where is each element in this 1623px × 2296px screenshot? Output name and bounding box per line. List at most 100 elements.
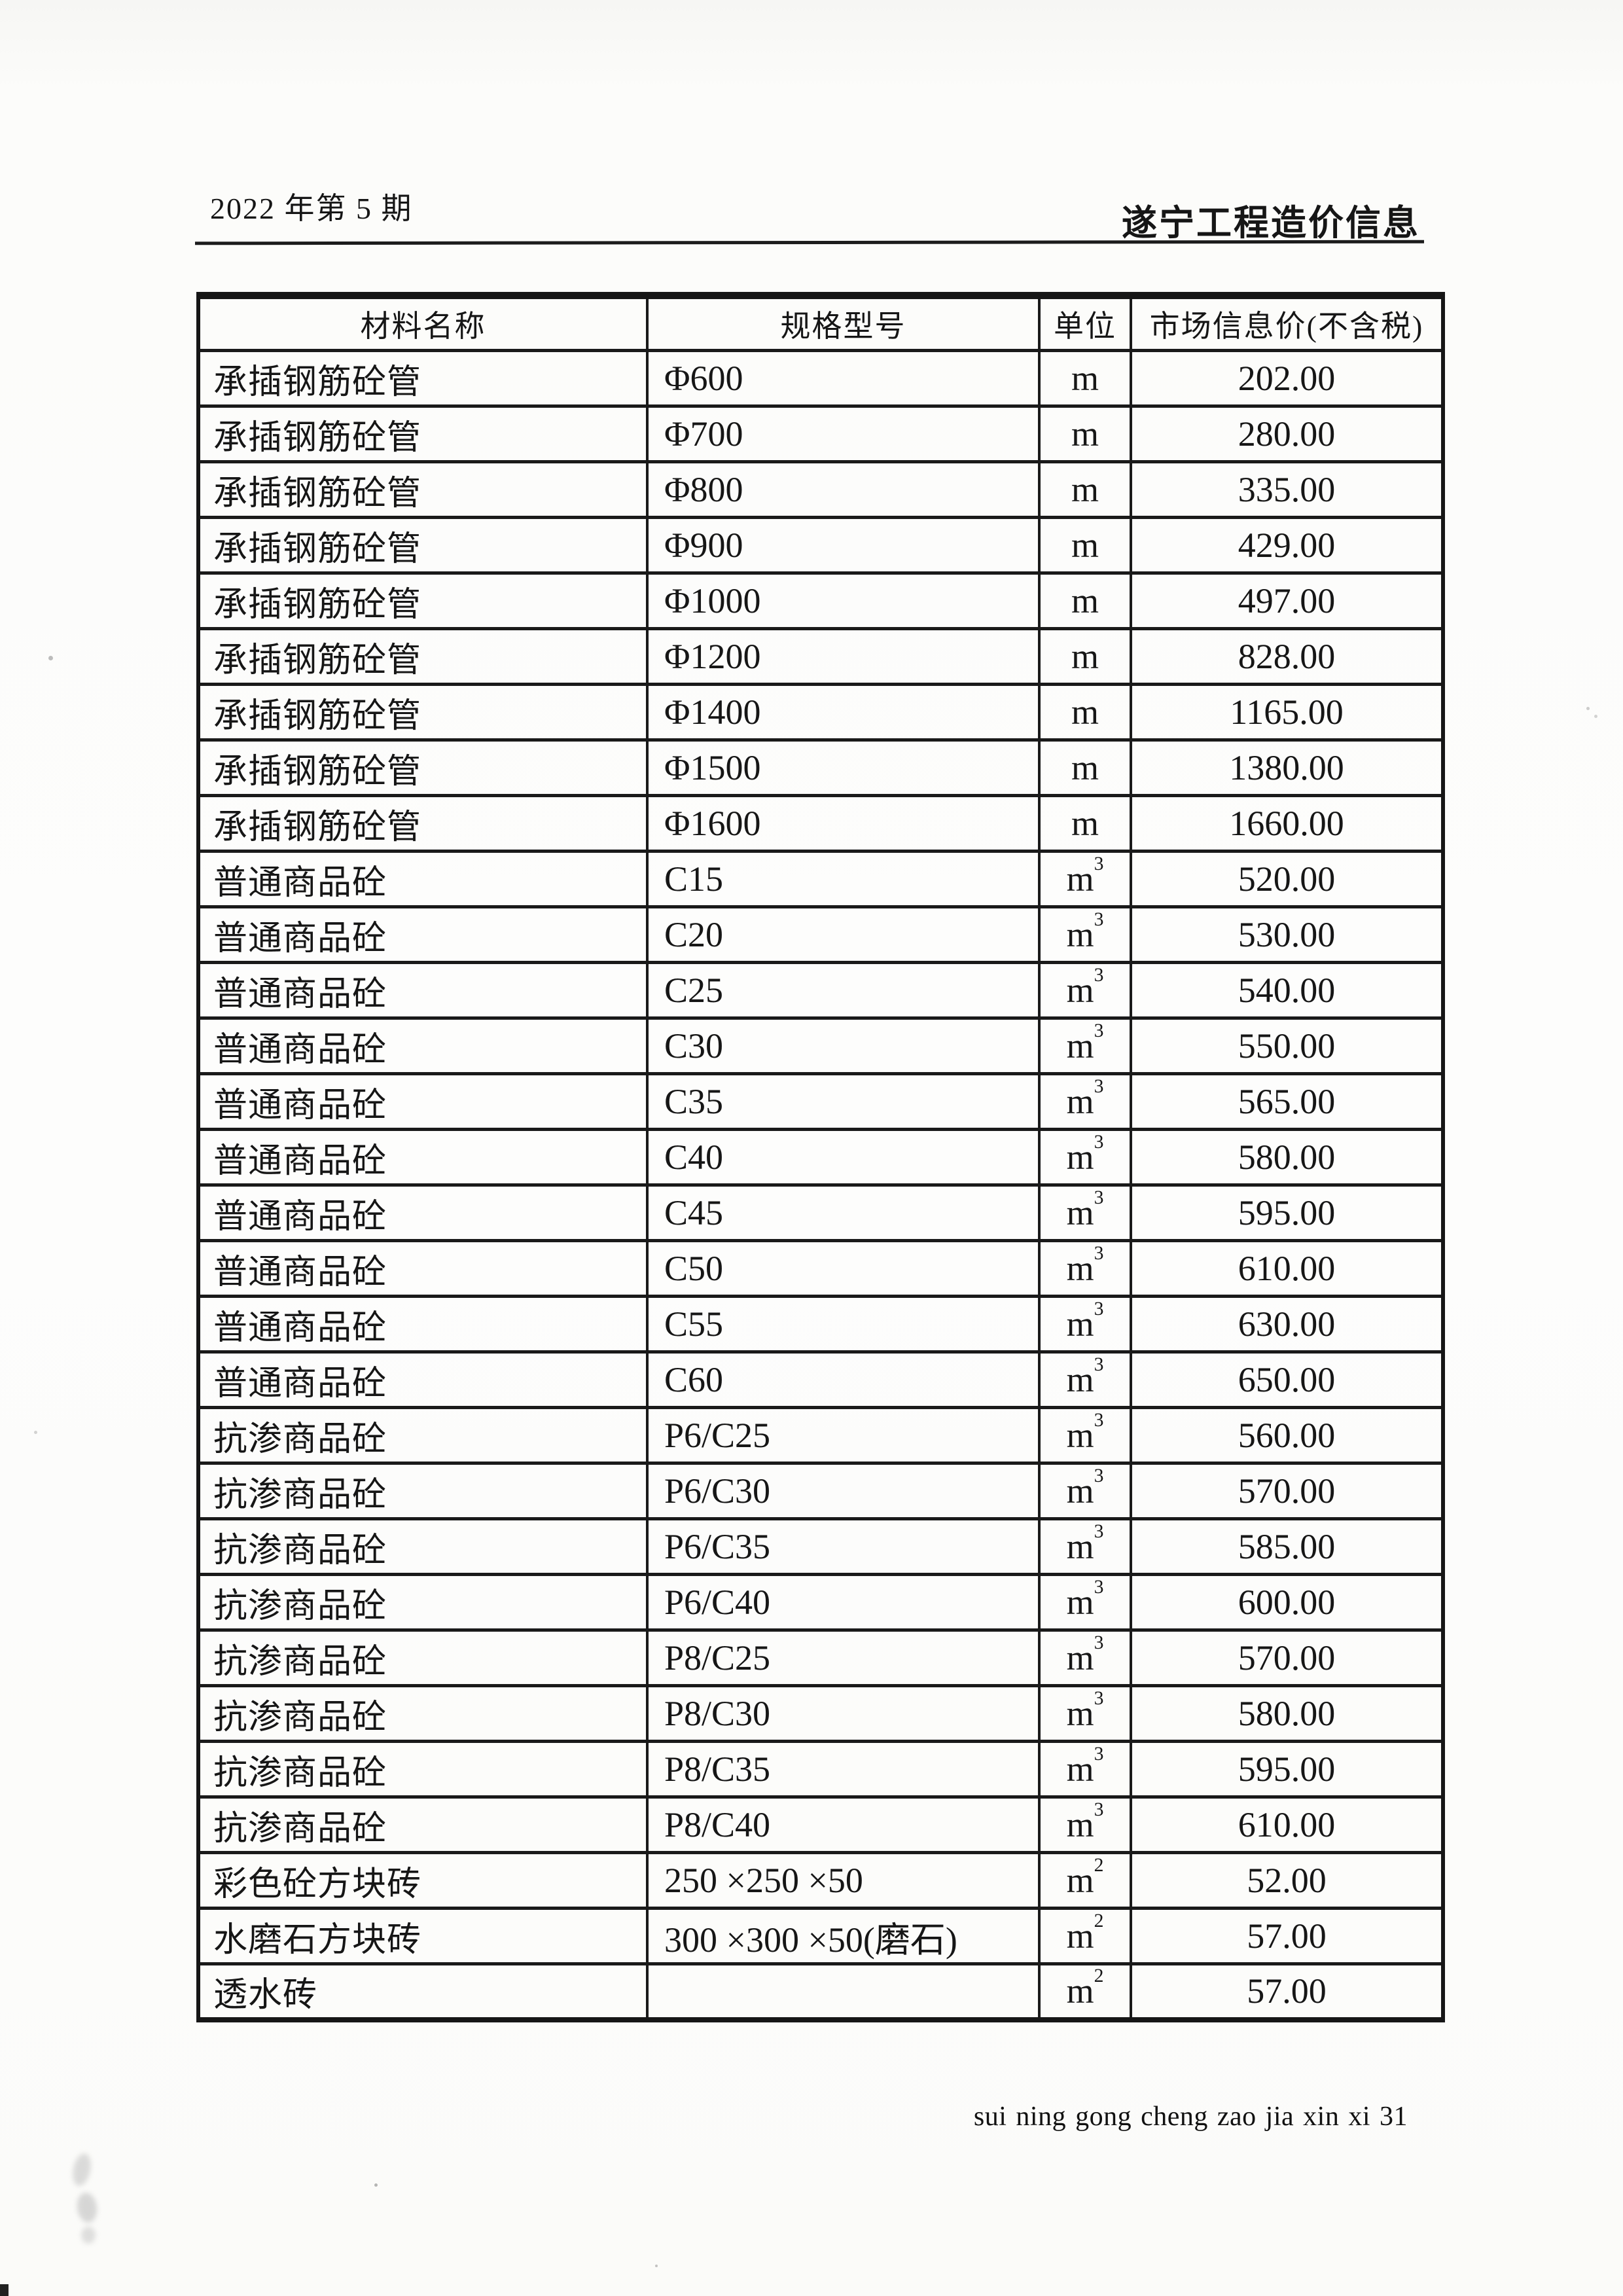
price-cell: 610.00 (1130, 1239, 1444, 1298)
table-row: 普通商品砼 C25 m3 540.00 (197, 961, 1444, 1020)
material-name-cell: 普通商品砼 (197, 1183, 649, 1242)
scan-smudge (81, 2227, 96, 2244)
price-cell: 828.00 (1130, 627, 1444, 686)
unit-exponent: 3 (1094, 1632, 1104, 1653)
scan-speck (374, 2183, 378, 2187)
unit-base: m (1066, 915, 1094, 954)
unit-cell: m3 (1038, 850, 1132, 908)
table-row: 承插钢筋砼管 Φ700 m 280.00 (197, 404, 1444, 463)
unit-exponent: 2 (1094, 1910, 1104, 1931)
unit-base: m (1066, 1694, 1094, 1733)
unit-exponent: 3 (1094, 1020, 1104, 1041)
unit-base: m (1071, 637, 1099, 676)
scan-speck (1594, 715, 1597, 718)
spec-cell: C30 (646, 1016, 1041, 1075)
material-name-cell: 普通商品砼 (197, 1239, 649, 1298)
price-table-wrapper: 材料名称 规格型号 单位 市场信息价(不含税) 承插钢筋砼管 Φ600 m 20… (196, 292, 1445, 2022)
spec-cell: P6/C35 (646, 1517, 1041, 1576)
price-cell: 550.00 (1130, 1016, 1444, 1075)
table-row: 普通商品砼 C30 m3 550.00 (197, 1016, 1444, 1075)
unit-cell: m2 (1038, 1851, 1132, 1910)
unit-cell: m3 (1038, 1517, 1132, 1576)
price-cell: 565.00 (1130, 1072, 1444, 1131)
unit-base: m (1066, 1360, 1094, 1399)
unit-cell: m (1038, 571, 1132, 630)
table-row: 普通商品砼 C50 m3 610.00 (197, 1239, 1444, 1298)
price-cell: 595.00 (1130, 1740, 1444, 1799)
material-name-cell: 普通商品砼 (197, 961, 649, 1020)
unit-cell: m2 (1038, 1907, 1132, 1965)
unit-cell: m3 (1038, 1740, 1132, 1799)
unit-base: m (1066, 1471, 1094, 1511)
unit-base: m (1066, 1193, 1094, 1232)
price-cell: 335.00 (1130, 460, 1444, 519)
unit-cell: m3 (1038, 1462, 1132, 1520)
unit-cell: m3 (1038, 1072, 1132, 1131)
unit-cell: m (1038, 794, 1132, 853)
scan-smudge (75, 2191, 99, 2224)
spec-cell: Φ900 (646, 516, 1041, 575)
table-row: 透水砖 m2 57.00 (197, 1962, 1444, 2021)
table-row: 抗渗商品砼 P8/C40 m3 610.00 (197, 1795, 1444, 1854)
material-name-cell: 抗渗商品砼 (197, 1517, 649, 1576)
spec-cell: Φ600 (646, 349, 1041, 408)
unit-base: m (1066, 1527, 1094, 1566)
unit-cell: m3 (1038, 1628, 1132, 1687)
spec-cell: 300 ×300 ×50(磨石) (646, 1907, 1041, 1965)
scan-speck (1586, 707, 1590, 710)
scan-corner-mark (0, 2284, 9, 2296)
unit-base: m (1066, 1861, 1094, 1900)
price-cell: 650.00 (1130, 1350, 1444, 1409)
material-name-cell: 普通商品砼 (197, 1128, 649, 1187)
price-cell: 520.00 (1130, 850, 1444, 908)
unit-base: m (1066, 1805, 1094, 1844)
table-row: 抗渗商品砼 P6/C30 m3 570.00 (197, 1462, 1444, 1520)
spec-cell: 250 ×250 ×50 (646, 1851, 1041, 1910)
spec-cell: P6/C30 (646, 1462, 1041, 1520)
spec-cell: C25 (646, 961, 1041, 1020)
material-name-cell: 承插钢筋砼管 (197, 794, 649, 853)
spec-cell: Φ1200 (646, 627, 1041, 686)
spec-cell: C55 (646, 1295, 1041, 1354)
scan-speck (655, 2265, 658, 2267)
unit-base: m (1066, 1138, 1094, 1177)
column-header-material-name: 材料名称 (197, 294, 649, 352)
material-name-cell: 承插钢筋砼管 (197, 738, 649, 797)
table-row: 承插钢筋砼管 Φ900 m 429.00 (197, 516, 1444, 575)
column-header-unit: 单位 (1038, 294, 1132, 352)
unit-base: m (1066, 971, 1094, 1010)
spec-cell: Φ1400 (646, 683, 1041, 742)
spec-cell (646, 1962, 1041, 2021)
unit-base: m (1066, 1583, 1094, 1622)
table-row: 水磨石方块砖 300 ×300 ×50(磨石) m2 57.00 (197, 1907, 1444, 1965)
unit-base: m (1066, 1916, 1094, 1956)
unit-base: m (1071, 470, 1099, 509)
spec-cell: C40 (646, 1128, 1041, 1187)
table-row: 承插钢筋砼管 Φ1400 m 1165.00 (197, 683, 1444, 742)
unit-base: m (1071, 526, 1099, 565)
price-cell: 497.00 (1130, 571, 1444, 630)
spec-cell: C15 (646, 850, 1041, 908)
table-row: 抗渗商品砼 P6/C40 m3 600.00 (197, 1573, 1444, 1632)
table-row: 普通商品砼 C40 m3 580.00 (197, 1128, 1444, 1187)
table-header-row: 材料名称 规格型号 单位 市场信息价(不含税) (197, 294, 1444, 352)
unit-base: m (1066, 1749, 1094, 1789)
material-price-table: 材料名称 规格型号 单位 市场信息价(不含税) 承插钢筋砼管 Φ600 m 20… (196, 292, 1445, 2022)
price-cell: 57.00 (1130, 1907, 1444, 1965)
table-row: 承插钢筋砼管 Φ1600 m 1660.00 (197, 794, 1444, 853)
price-cell: 57.00 (1130, 1962, 1444, 2021)
unit-base: m (1066, 1082, 1094, 1121)
price-cell: 600.00 (1130, 1573, 1444, 1632)
unit-cell: m (1038, 738, 1132, 797)
spec-cell: P6/C25 (646, 1406, 1041, 1465)
material-name-cell: 抗渗商品砼 (197, 1795, 649, 1854)
unit-exponent: 2 (1094, 1854, 1104, 1876)
price-cell: 595.00 (1130, 1183, 1444, 1242)
column-header-spec: 规格型号 (646, 294, 1041, 352)
material-name-cell: 承插钢筋砼管 (197, 460, 649, 519)
material-name-cell: 承插钢筋砼管 (197, 627, 649, 686)
unit-cell: m3 (1038, 961, 1132, 1020)
price-cell: 540.00 (1130, 961, 1444, 1020)
unit-exponent: 3 (1094, 853, 1104, 874)
issue-label: 2022 年第 5 期 (210, 192, 413, 225)
